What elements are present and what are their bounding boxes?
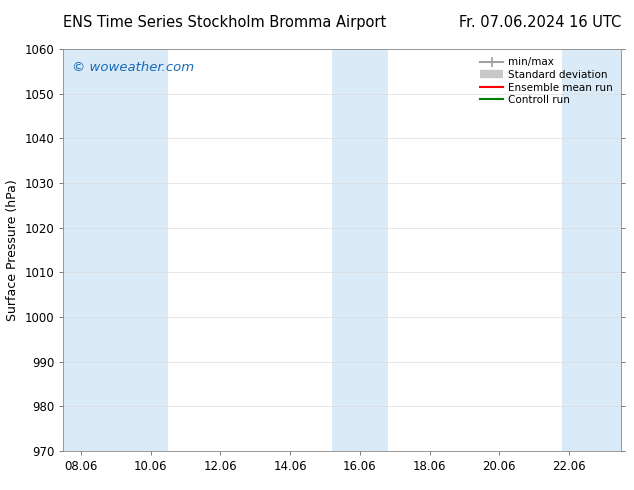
Text: ENS Time Series Stockholm Bromma Airport: ENS Time Series Stockholm Bromma Airport [63, 15, 387, 30]
Bar [123, 49, 168, 451]
Y-axis label: Surface Pressure (hPa): Surface Pressure (hPa) [6, 179, 19, 321]
Text: Fr. 07.06.2024 16 UTC: Fr. 07.06.2024 16 UTC [459, 15, 621, 30]
Legend: min/max, Standard deviation, Ensemble mean run, Controll run: min/max, Standard deviation, Ensemble me… [477, 54, 616, 108]
Bar [63, 49, 123, 451]
Bar [562, 49, 621, 451]
Bar [332, 49, 388, 451]
Text: © woweather.com: © woweather.com [72, 61, 194, 74]
